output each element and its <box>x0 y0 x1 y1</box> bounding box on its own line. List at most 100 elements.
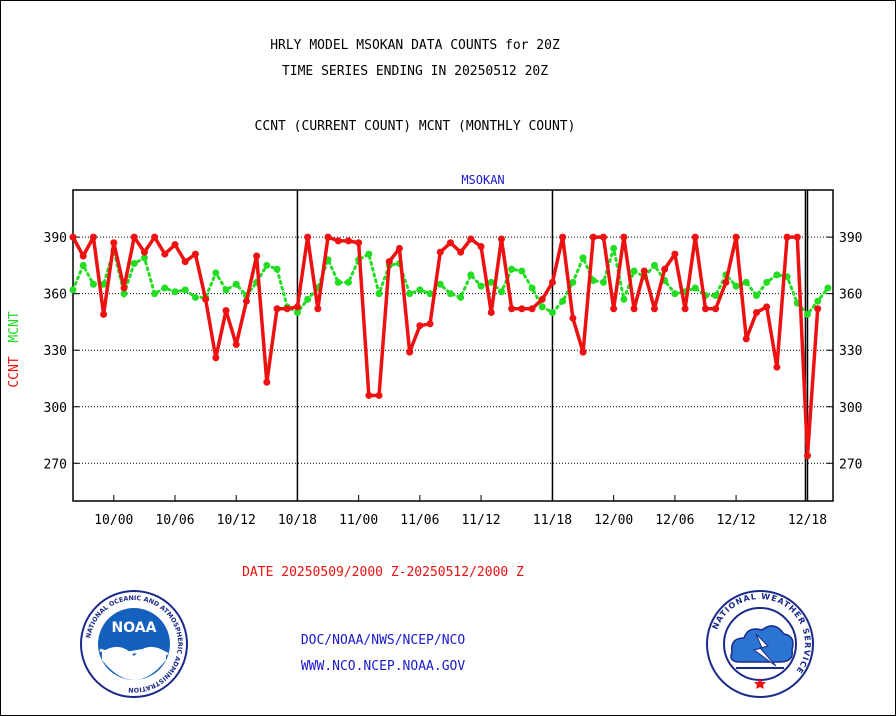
website-link[interactable]: WWW.NCO.NCEP.NOAA.GOV <box>300 659 466 674</box>
mcnt-data-point <box>406 290 414 298</box>
chart-header-line-3: CCNT (CURRENT COUNT) MCNT (MONTHLY COUNT… <box>254 119 576 134</box>
mcnt-data-point <box>436 280 444 288</box>
x-tick-label: 11/00 <box>339 513 378 528</box>
x-tick-label: 11/06 <box>400 513 439 528</box>
mcnt-data-point <box>446 290 454 298</box>
chart-header-line-1: HRLY MODEL MSOKAN DATA COUNTS for 20Z <box>270 38 560 53</box>
ccnt-data-point <box>344 237 352 245</box>
mcnt-data-point <box>599 278 607 286</box>
mcnt-data-point <box>824 284 832 292</box>
mcnt-data-point <box>120 290 128 298</box>
ccnt-data-point <box>181 258 189 266</box>
ccnt-data-point <box>650 305 658 313</box>
nws-logo: NATIONAL WEATHER SERVICE <box>706 590 814 698</box>
ccnt-data-point <box>722 278 730 286</box>
ccnt-data-point <box>263 378 271 386</box>
ccnt-data-point <box>334 237 342 245</box>
mcnt-data-point <box>620 295 628 303</box>
ccnt-data-point <box>620 233 628 241</box>
ccnt-data-point <box>375 391 383 399</box>
chart-title: MSOKAN <box>461 173 504 187</box>
mcnt-data-point <box>151 290 159 298</box>
ccnt-data-point <box>477 243 485 251</box>
mcnt-data-point <box>559 297 567 305</box>
ccnt-data-point <box>671 250 679 258</box>
ccnt-data-point <box>630 305 638 313</box>
mcnt-data-point <box>426 290 434 298</box>
ccnt-data-point <box>793 233 801 241</box>
mcnt-data-point <box>293 309 301 317</box>
mcnt-data-point <box>477 282 485 290</box>
ccnt-data-point <box>803 452 811 460</box>
mcnt-data-point <box>140 254 148 262</box>
ccnt-data-point <box>69 233 77 241</box>
mcnt-data-point <box>650 261 658 269</box>
ccnt-data-point <box>436 248 444 256</box>
ccnt-series-line <box>71 235 820 458</box>
mcnt-data-point <box>100 280 108 288</box>
ccnt-data-point <box>763 303 771 311</box>
mcnt-data-point <box>712 292 720 300</box>
org-path-link[interactable]: DOC/NOAA/NWS/NCEP/NCO <box>300 633 466 648</box>
ccnt-data-point <box>304 233 312 241</box>
ccnt-data-point <box>253 252 261 260</box>
mcnt-data-point <box>742 278 750 286</box>
ccnt-data-point <box>661 265 669 273</box>
ccnt-data-point <box>569 314 577 322</box>
ccnt-data-point <box>293 303 301 311</box>
ccnt-data-point <box>752 309 760 317</box>
plot-area-border <box>72 189 834 502</box>
ccnt-data-point <box>701 305 709 313</box>
mcnt-data-point <box>538 303 546 311</box>
y-axis-label-ccnt: CCNT <box>7 356 22 387</box>
ccnt-data-point <box>110 239 118 247</box>
y-tick-label-right: 330 <box>839 344 862 359</box>
mcnt-data-point <box>732 282 740 290</box>
ccnt-data-point <box>79 252 87 260</box>
y-tick-label-right: 300 <box>839 401 862 416</box>
mcnt-data-point <box>579 254 587 262</box>
mcnt-data-point <box>814 297 822 305</box>
ccnt-data-point <box>457 248 465 256</box>
ccnt-data-point <box>691 233 699 241</box>
x-tick-label: 10/18 <box>278 513 317 528</box>
noaa-logo-text: NOAA <box>112 620 157 636</box>
ccnt-data-point <box>446 239 454 247</box>
mcnt-data-point <box>365 250 373 258</box>
ccnt-data-point <box>120 284 128 292</box>
ccnt-data-point <box>273 305 281 313</box>
ccnt-data-point <box>324 233 332 241</box>
mcnt-data-point <box>222 286 230 294</box>
chart-header-line-2: TIME SERIES ENDING IN 20250512 20Z <box>281 64 549 79</box>
x-tick-label: 12/18 <box>788 513 827 528</box>
ccnt-data-point <box>742 335 750 343</box>
ccnt-data-point <box>202 295 210 303</box>
y-tick-label-left: 330 <box>44 344 67 359</box>
mcnt-data-point <box>334 278 342 286</box>
ccnt-data-point <box>497 235 505 243</box>
mcnt-data-point <box>89 280 97 288</box>
ccnt-data-point <box>467 235 475 243</box>
x-tick-label: 10/06 <box>155 513 194 528</box>
y-tick-label-right: 390 <box>839 231 862 246</box>
y-tick-label-right: 360 <box>839 288 862 303</box>
ccnt-data-point <box>518 305 526 313</box>
mcnt-data-point <box>497 288 505 296</box>
mcnt-data-point <box>518 267 526 275</box>
ccnt-data-point <box>191 250 199 258</box>
mcnt-data-point <box>344 278 352 286</box>
ccnt-data-point <box>365 391 373 399</box>
x-tick-label: 11/12 <box>461 513 500 528</box>
ccnt-data-point <box>314 305 322 313</box>
ccnt-data-point <box>355 239 363 247</box>
ccnt-data-point <box>548 278 556 286</box>
mcnt-data-point <box>508 265 516 273</box>
mcnt-data-point <box>671 290 679 298</box>
mcnt-data-point <box>610 244 618 252</box>
noaa-logo: NATIONAL OCEANIC AND ATMOSPHERIC ADMINIS… <box>80 590 188 698</box>
mcnt-data-point <box>79 261 87 269</box>
ccnt-data-point <box>222 307 230 315</box>
mcnt-data-point <box>273 265 281 273</box>
y-tick-label-left: 270 <box>44 457 67 472</box>
ccnt-data-point <box>732 233 740 241</box>
